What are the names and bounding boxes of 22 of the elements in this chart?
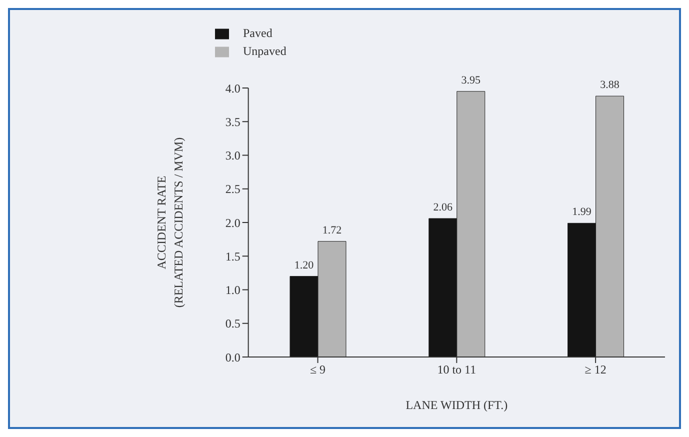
data-label: 3.95 bbox=[461, 74, 482, 86]
x-axis-title: LANE WIDTH (FT.) bbox=[406, 398, 508, 412]
legend-label: Paved bbox=[243, 26, 272, 40]
y-tick-label: 1.0 bbox=[225, 283, 240, 298]
y-tick-label: 3.5 bbox=[225, 114, 240, 129]
data-label: 3.88 bbox=[600, 79, 620, 92]
legend-label: Unpaved bbox=[243, 44, 286, 58]
x-tick-label: 10 to 11 bbox=[437, 362, 476, 377]
y-tick-label: 3.0 bbox=[225, 148, 240, 163]
y-tick-label: 2.5 bbox=[225, 182, 240, 196]
data-label: 1.72 bbox=[322, 224, 342, 236]
y-axis-title: ACCIDENT RATE (RELATED ACCIDENTS / MVM) bbox=[154, 137, 186, 308]
x-tick-label: ≤ 9 bbox=[310, 362, 326, 377]
y-tick-label: 0.0 bbox=[225, 350, 240, 364]
x-tick-label: ≥ 12 bbox=[584, 362, 606, 377]
data-label: 1.99 bbox=[572, 206, 592, 218]
y-tick-label: 0.5 bbox=[225, 316, 240, 331]
y-tick-label: 1.5 bbox=[225, 249, 240, 264]
y-tick-label: 2.0 bbox=[225, 216, 240, 230]
data-label: 1.20 bbox=[294, 259, 314, 272]
data-label: 2.06 bbox=[433, 201, 454, 214]
y-tick-label: 4.0 bbox=[225, 81, 240, 96]
